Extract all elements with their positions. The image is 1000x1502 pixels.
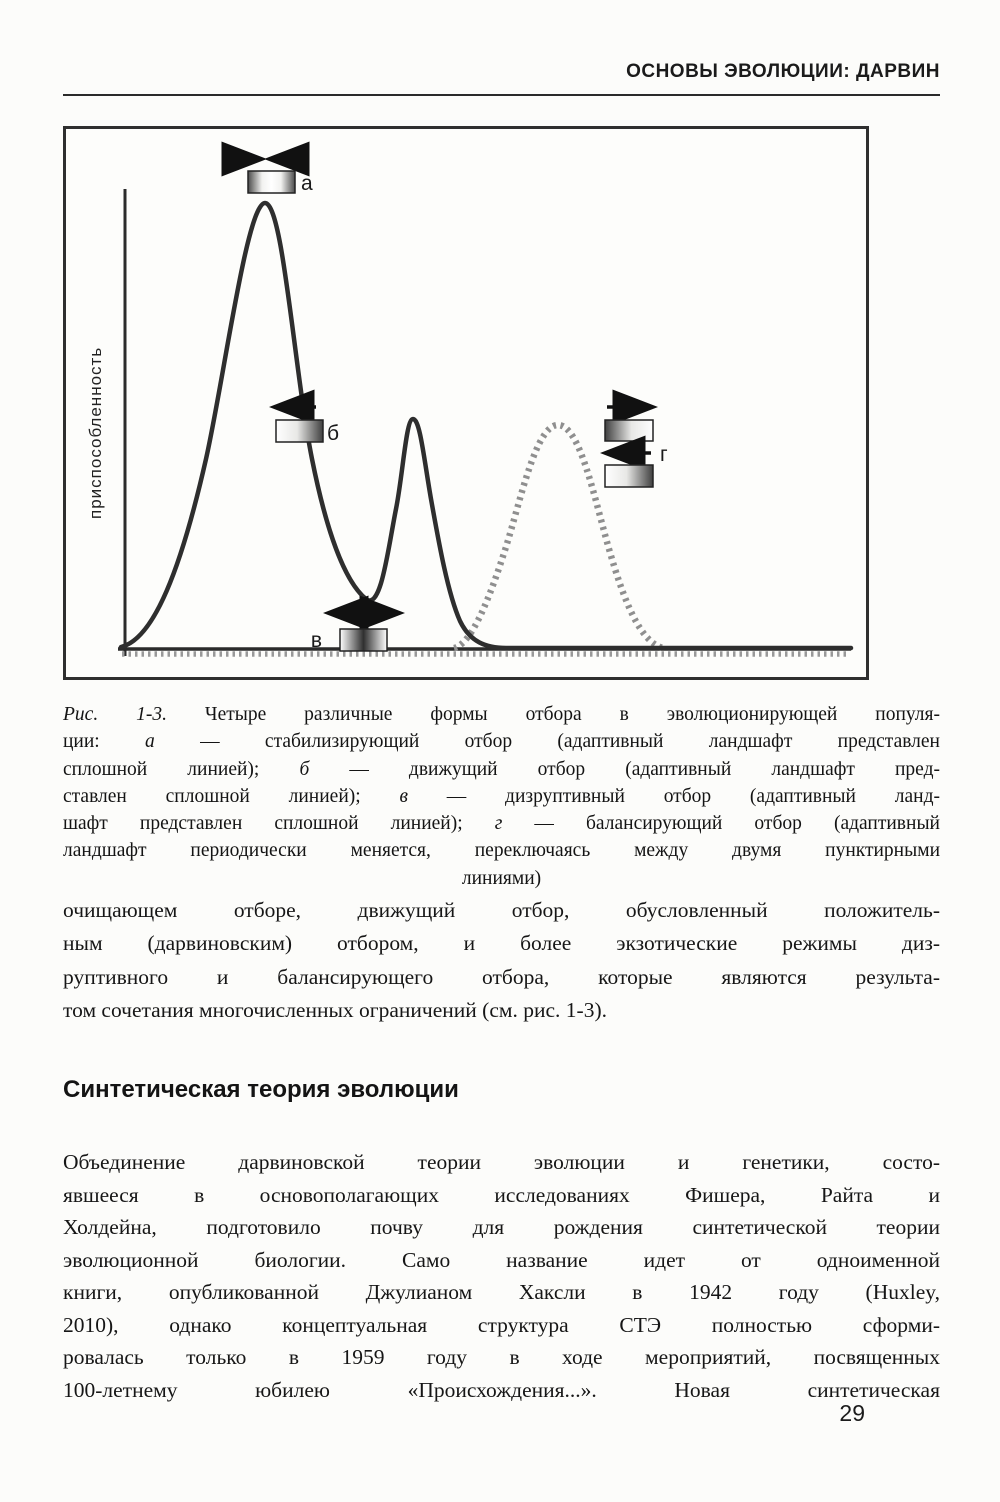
text-line: линиями)	[461, 867, 542, 889]
text-line: руптивного и балансирующего отбора, кото…	[63, 964, 940, 989]
paragraph-1: очищающем отборе, движущий отбор, обусло…	[63, 894, 940, 1027]
stabilizing-selection-marker: а	[221, 141, 313, 195]
fitness-landscape-diagram: а б в г	[118, 141, 854, 657]
text-line: ции: а — стабилизирующий отбор (адаптивн…	[63, 731, 940, 753]
text-line: Холдейна, подготовило почву для рождения…	[63, 1215, 940, 1239]
text-line: ставлен сплошной линией); в — дизруптивн…	[63, 785, 940, 807]
page-number: 29	[839, 1400, 865, 1426]
gradient-box-g2	[604, 464, 654, 488]
gradient-box-g1	[604, 419, 654, 442]
label-v: в	[311, 629, 322, 652]
text-line: Объединение дарвиновской теории эволюции…	[63, 1150, 940, 1174]
y-axis-label: приспособленность	[86, 346, 105, 520]
figure-caption: Рис. 1-3. Четыре различные формы отбора …	[63, 701, 940, 892]
dashed-landscape-curve	[452, 421, 665, 652]
text-line: том сочетания многочисленных ограничений…	[63, 997, 607, 1022]
text-line: ным (дарвиновским) отбором, и более экзо…	[63, 931, 940, 956]
disruptive-selection-marker: в	[311, 595, 405, 652]
paragraph-2: Объединение дарвиновской теории эволюции…	[63, 1146, 940, 1406]
text-line: ровалась только в 1959 году в ходе мероп…	[63, 1345, 940, 1369]
gradient-box-a	[247, 170, 296, 194]
text-line: явшееся в основополагающих исследованиях…	[63, 1182, 940, 1207]
gradient-box-v	[339, 628, 388, 652]
header-rule	[63, 94, 940, 96]
figure-1-3: а б в г приспособленность	[63, 126, 869, 680]
running-header: ОСНОВЫ ЭВОЛЮЦИИ: ДАРВИН	[626, 61, 940, 82]
text-line: эволюционной биологии. Само название иде…	[63, 1247, 940, 1272]
text-line: сплошной линией); б — движущий отбор (ад…	[63, 758, 940, 780]
balancing-selection-marker: г	[600, 389, 668, 488]
section-heading: Синтетическая теория эволюции	[63, 1076, 459, 1103]
text-line: 2010), однако концептуальная структура С…	[63, 1312, 940, 1337]
label-b: б	[327, 422, 339, 445]
label-a: а	[301, 172, 313, 195]
text-line: Рис. 1-3. Четыре различные формы отбора …	[63, 704, 940, 725]
text-line: очищающем отборе, движущий отбор, обусло…	[63, 898, 940, 922]
text-line: 100-летнему юбилею «Происхождения...». Н…	[63, 1377, 940, 1402]
text-line: шафт представлен сплошной линией); г — б…	[63, 813, 940, 835]
gradient-box-b	[275, 419, 324, 443]
text-line: ландшафт периодически меняется, переключ…	[63, 840, 940, 862]
text-line: книги, опубликованной Джулианом Хаксли в…	[63, 1280, 940, 1304]
label-g: г	[660, 443, 668, 466]
directional-selection-marker: б	[269, 389, 339, 445]
solid-landscape-curve	[118, 200, 854, 651]
